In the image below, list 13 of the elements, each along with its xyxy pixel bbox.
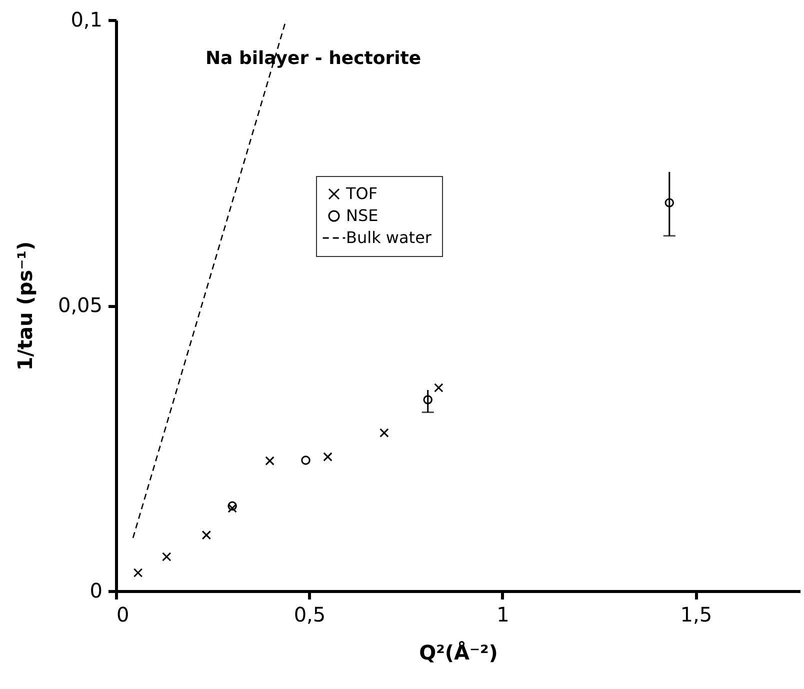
- legend-label: TOF: [345, 184, 378, 203]
- legend-label: NSE: [346, 206, 378, 225]
- x-tick-label: 1,5: [680, 602, 712, 626]
- y-tick-label: 0: [90, 578, 102, 602]
- text: Na bilayer - hectorite: [205, 48, 422, 69]
- y-axis-title: 1/tau (ps⁻¹): [12, 241, 37, 371]
- x-tick-label: 0: [116, 602, 130, 626]
- legend-label: Bulk water: [346, 228, 432, 247]
- x-axis-title: Q²(Å⁻²): [419, 640, 498, 664]
- x-tick-label: 1: [496, 602, 510, 626]
- x-tick-label: 0,5: [294, 602, 326, 626]
- y-tick-label: 0,1: [70, 8, 102, 32]
- y-tick-label: 0,05: [58, 293, 102, 317]
